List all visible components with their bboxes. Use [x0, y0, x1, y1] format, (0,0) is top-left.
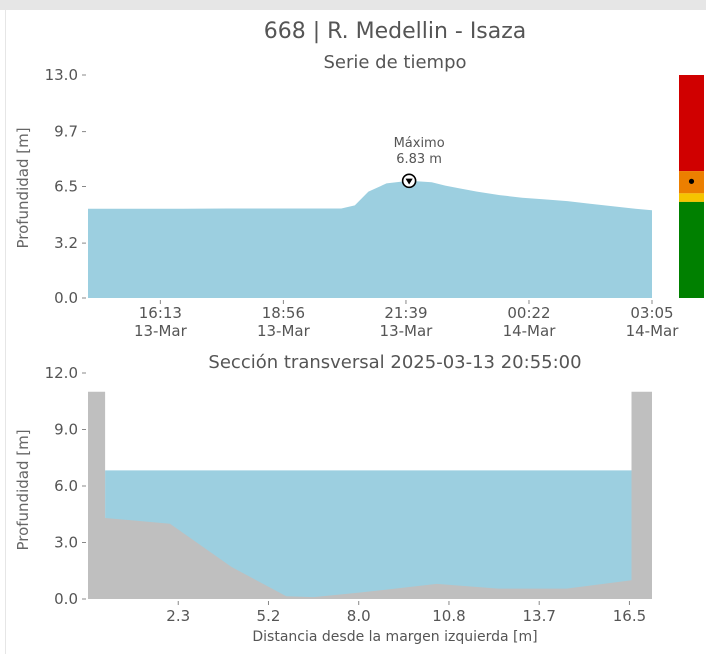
x-tick-date: 13-Mar — [134, 322, 188, 340]
ground-profile — [88, 391, 652, 599]
window-left-border — [5, 10, 6, 654]
x-tick-label: 8.0 — [347, 607, 371, 625]
x-tick-date: 13-Mar — [257, 322, 311, 340]
x-tick-label: 5.2 — [257, 607, 281, 625]
x-tick-label: 13.7 — [522, 607, 555, 625]
y-tick-label: 6.5 — [54, 178, 78, 196]
level-segment-green — [679, 201, 704, 298]
level-segment-red — [679, 75, 704, 172]
time-series-ylabel: Profundidad [m] — [14, 127, 32, 248]
x-tick-label: 16.5 — [613, 607, 646, 625]
x-tick-date: 13-Mar — [380, 322, 434, 340]
y-tick-label: 3.2 — [54, 234, 78, 252]
max-annotation: Máximo 6.83 m — [394, 136, 445, 189]
figure-title: 668 | R. Medellin - Isaza — [264, 19, 527, 44]
y-tick-label: 6.0 — [54, 477, 78, 495]
x-tick-date: 14-Mar — [503, 322, 557, 340]
y-tick-label: 0.0 — [54, 590, 78, 608]
level-segment-yellow — [679, 193, 704, 202]
x-tick-time: 03:05 — [630, 304, 673, 322]
window-top-strip — [0, 0, 706, 10]
cross-section-ylabel: Profundidad [m] — [14, 429, 32, 550]
y-tick-label: 12.0 — [45, 364, 78, 382]
max-value: 6.83 m — [396, 152, 442, 167]
x-tick-time: 00:22 — [507, 304, 550, 322]
alert-level-bar — [679, 75, 704, 298]
cross-section-chart: Sección transversal 2025-03-13 20:55:00 … — [14, 352, 652, 645]
y-tick-label: 0.0 — [54, 289, 78, 307]
x-tick-time: 21:39 — [384, 304, 427, 322]
x-tick-date: 14-Mar — [626, 322, 680, 340]
y-tick-label: 9.0 — [54, 421, 78, 439]
cross-section-xlabel: Distancia desde la margen izquierda [m] — [252, 629, 537, 645]
y-tick-label: 13.0 — [45, 66, 78, 84]
time-series-title: Serie de tiempo — [323, 52, 466, 73]
max-label: Máximo — [394, 136, 445, 151]
x-tick-time: 18:56 — [262, 304, 305, 322]
cross-section-title: Sección transversal 2025-03-13 20:55:00 — [208, 352, 581, 373]
depth-area — [88, 180, 652, 298]
x-tick-time: 16:13 — [139, 304, 182, 322]
x-tick-label: 2.3 — [166, 607, 190, 625]
level-indicator-dot — [688, 178, 695, 184]
max-marker-icon — [401, 173, 417, 189]
x-tick-label: 10.8 — [432, 607, 465, 625]
y-tick-label: 9.7 — [54, 123, 78, 141]
time-series-chart: Serie de tiempo 0.03.26.59.713.0 16:1313… — [14, 52, 704, 340]
water-area — [105, 470, 632, 599]
y-tick-label: 3.0 — [54, 534, 78, 552]
